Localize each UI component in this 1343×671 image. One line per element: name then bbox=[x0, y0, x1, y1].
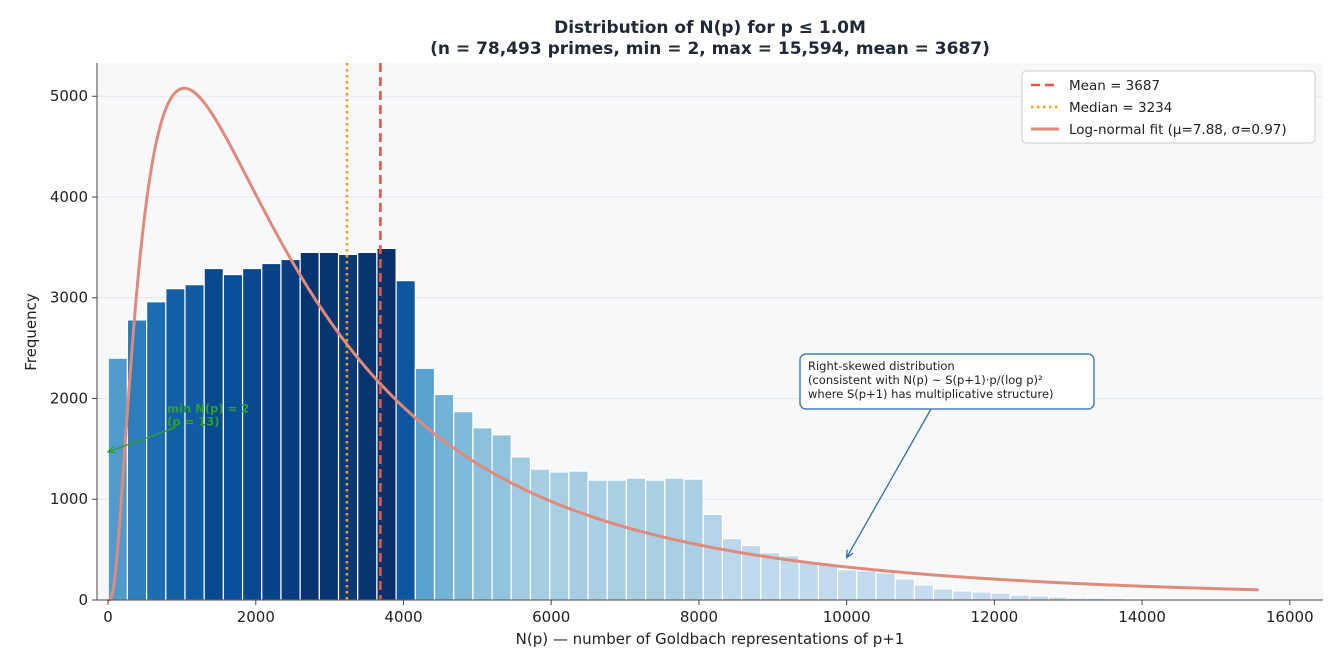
axes bbox=[96, 63, 1323, 601]
histogram-bar bbox=[798, 561, 819, 601]
histogram-bar bbox=[856, 570, 877, 601]
skew-annotation-line2: (consistent with N(p) ~ S(p+1)·p/(log p)… bbox=[808, 373, 1043, 387]
histogram-bar bbox=[721, 537, 743, 601]
histogram-bar bbox=[510, 456, 532, 601]
histogram-bar bbox=[318, 251, 340, 601]
histogram-bar bbox=[491, 434, 512, 601]
y-tick-label: 4000 bbox=[50, 188, 88, 206]
histogram-bar bbox=[1028, 595, 1050, 601]
histogram-bar bbox=[894, 578, 915, 601]
histogram-bar bbox=[107, 357, 129, 601]
histogram-bar bbox=[587, 479, 608, 601]
x-tick-label: 0 bbox=[103, 608, 113, 626]
histogram-bar bbox=[817, 564, 839, 601]
histogram-bar bbox=[357, 251, 378, 601]
min-annotation-sublabel: (p = 13) bbox=[167, 415, 219, 429]
histogram-bar bbox=[702, 513, 723, 601]
histogram-bar bbox=[952, 590, 973, 601]
skew-annotation-arrow bbox=[846, 408, 932, 559]
x-tick-label: 2000 bbox=[237, 608, 275, 626]
y-tick-label: 0 bbox=[78, 591, 88, 609]
histogram-bar bbox=[433, 393, 455, 601]
histogram-bar bbox=[414, 367, 436, 601]
x-tick-label: 8000 bbox=[680, 608, 718, 626]
histogram-bar bbox=[606, 479, 628, 601]
min-annotation-label: min N(p) = 2 bbox=[167, 402, 249, 416]
x-tick-label: 4000 bbox=[384, 608, 422, 626]
histogram-bar bbox=[1009, 594, 1031, 601]
y-tick-label: 1000 bbox=[50, 490, 88, 508]
histogram-bar bbox=[529, 468, 551, 601]
histogram-bar bbox=[299, 251, 320, 601]
skew-annotation-box bbox=[799, 353, 1095, 410]
chart-title-line1: Distribution of N(p) for p ≤ 1.0M bbox=[554, 18, 866, 38]
histogram-bar bbox=[241, 267, 263, 601]
legend-mean-label: Mean = 3687 bbox=[1069, 78, 1160, 94]
min-annotation-arrowhead bbox=[106, 445, 117, 454]
y-tick-label: 5000 bbox=[50, 87, 88, 105]
y-axis-label: Frequency bbox=[22, 293, 40, 371]
histogram-bar bbox=[645, 479, 666, 601]
chart-title-line2: (n = 78,493 primes, min = 2, max = 15,59… bbox=[430, 39, 990, 59]
legend: Mean = 3687 Median = 3234 Log-normal fit… bbox=[1021, 70, 1316, 144]
histogram-bar bbox=[683, 478, 704, 601]
histogram-bar bbox=[568, 470, 589, 601]
min-annotation: min N(p) = 2 (p = 13) bbox=[106, 402, 249, 454]
x-axis-ticks: 0 2000 4000 6000 8000 10000 12000 14000 16000 bbox=[103, 600, 1314, 626]
histogram-bar bbox=[222, 273, 244, 601]
x-tick-label: 14000 bbox=[1118, 608, 1166, 626]
histogram-bar bbox=[913, 584, 935, 601]
histogram-bar bbox=[971, 591, 992, 601]
histogram-bar bbox=[836, 569, 858, 601]
y-axis-ticks: 0 1000 2000 3000 4000 5000 bbox=[50, 87, 97, 609]
histogram-bar bbox=[203, 267, 224, 601]
histogram-bar bbox=[261, 262, 282, 601]
histogram-bar bbox=[337, 253, 359, 601]
legend-box bbox=[1021, 70, 1316, 144]
histogram-bar bbox=[625, 477, 647, 601]
histogram-bar bbox=[875, 572, 896, 601]
histogram-bar bbox=[990, 592, 1011, 601]
min-annotation-arrow bbox=[107, 426, 176, 453]
skew-annotation-arrowhead bbox=[845, 549, 854, 559]
histogram-bar bbox=[165, 288, 186, 601]
skew-annotation-line1: Right-skewed distribution bbox=[808, 359, 955, 373]
x-tick-label: 16000 bbox=[1266, 608, 1314, 626]
histogram-bar bbox=[472, 427, 493, 601]
x-tick-label: 6000 bbox=[532, 608, 570, 626]
histogram-bar bbox=[395, 280, 416, 601]
legend-median-label: Median = 3234 bbox=[1069, 100, 1172, 116]
x-tick-label: 12000 bbox=[970, 608, 1018, 626]
histogram-bar bbox=[549, 471, 570, 601]
skew-annotation: Right-skewed distribution (consistent wi… bbox=[799, 353, 1095, 559]
histogram-bar bbox=[932, 588, 954, 601]
lognormal-fit-curve bbox=[107, 86, 1259, 602]
y-tick-label: 3000 bbox=[50, 289, 88, 307]
histogram-bar bbox=[146, 301, 167, 601]
y-tick-label: 2000 bbox=[50, 389, 88, 407]
x-axis-label: N(p) — number of Goldbach representation… bbox=[516, 630, 905, 648]
histogram-bar bbox=[184, 284, 205, 601]
histogram-bar bbox=[453, 410, 474, 601]
histogram-bar bbox=[280, 258, 301, 601]
skew-annotation-line3: where S(p+1) has multiplicative structur… bbox=[808, 387, 1054, 401]
legend-fit-label: Log-normal fit (μ=7.88, σ=0.97) bbox=[1069, 122, 1287, 138]
x-tick-label: 10000 bbox=[823, 608, 871, 626]
